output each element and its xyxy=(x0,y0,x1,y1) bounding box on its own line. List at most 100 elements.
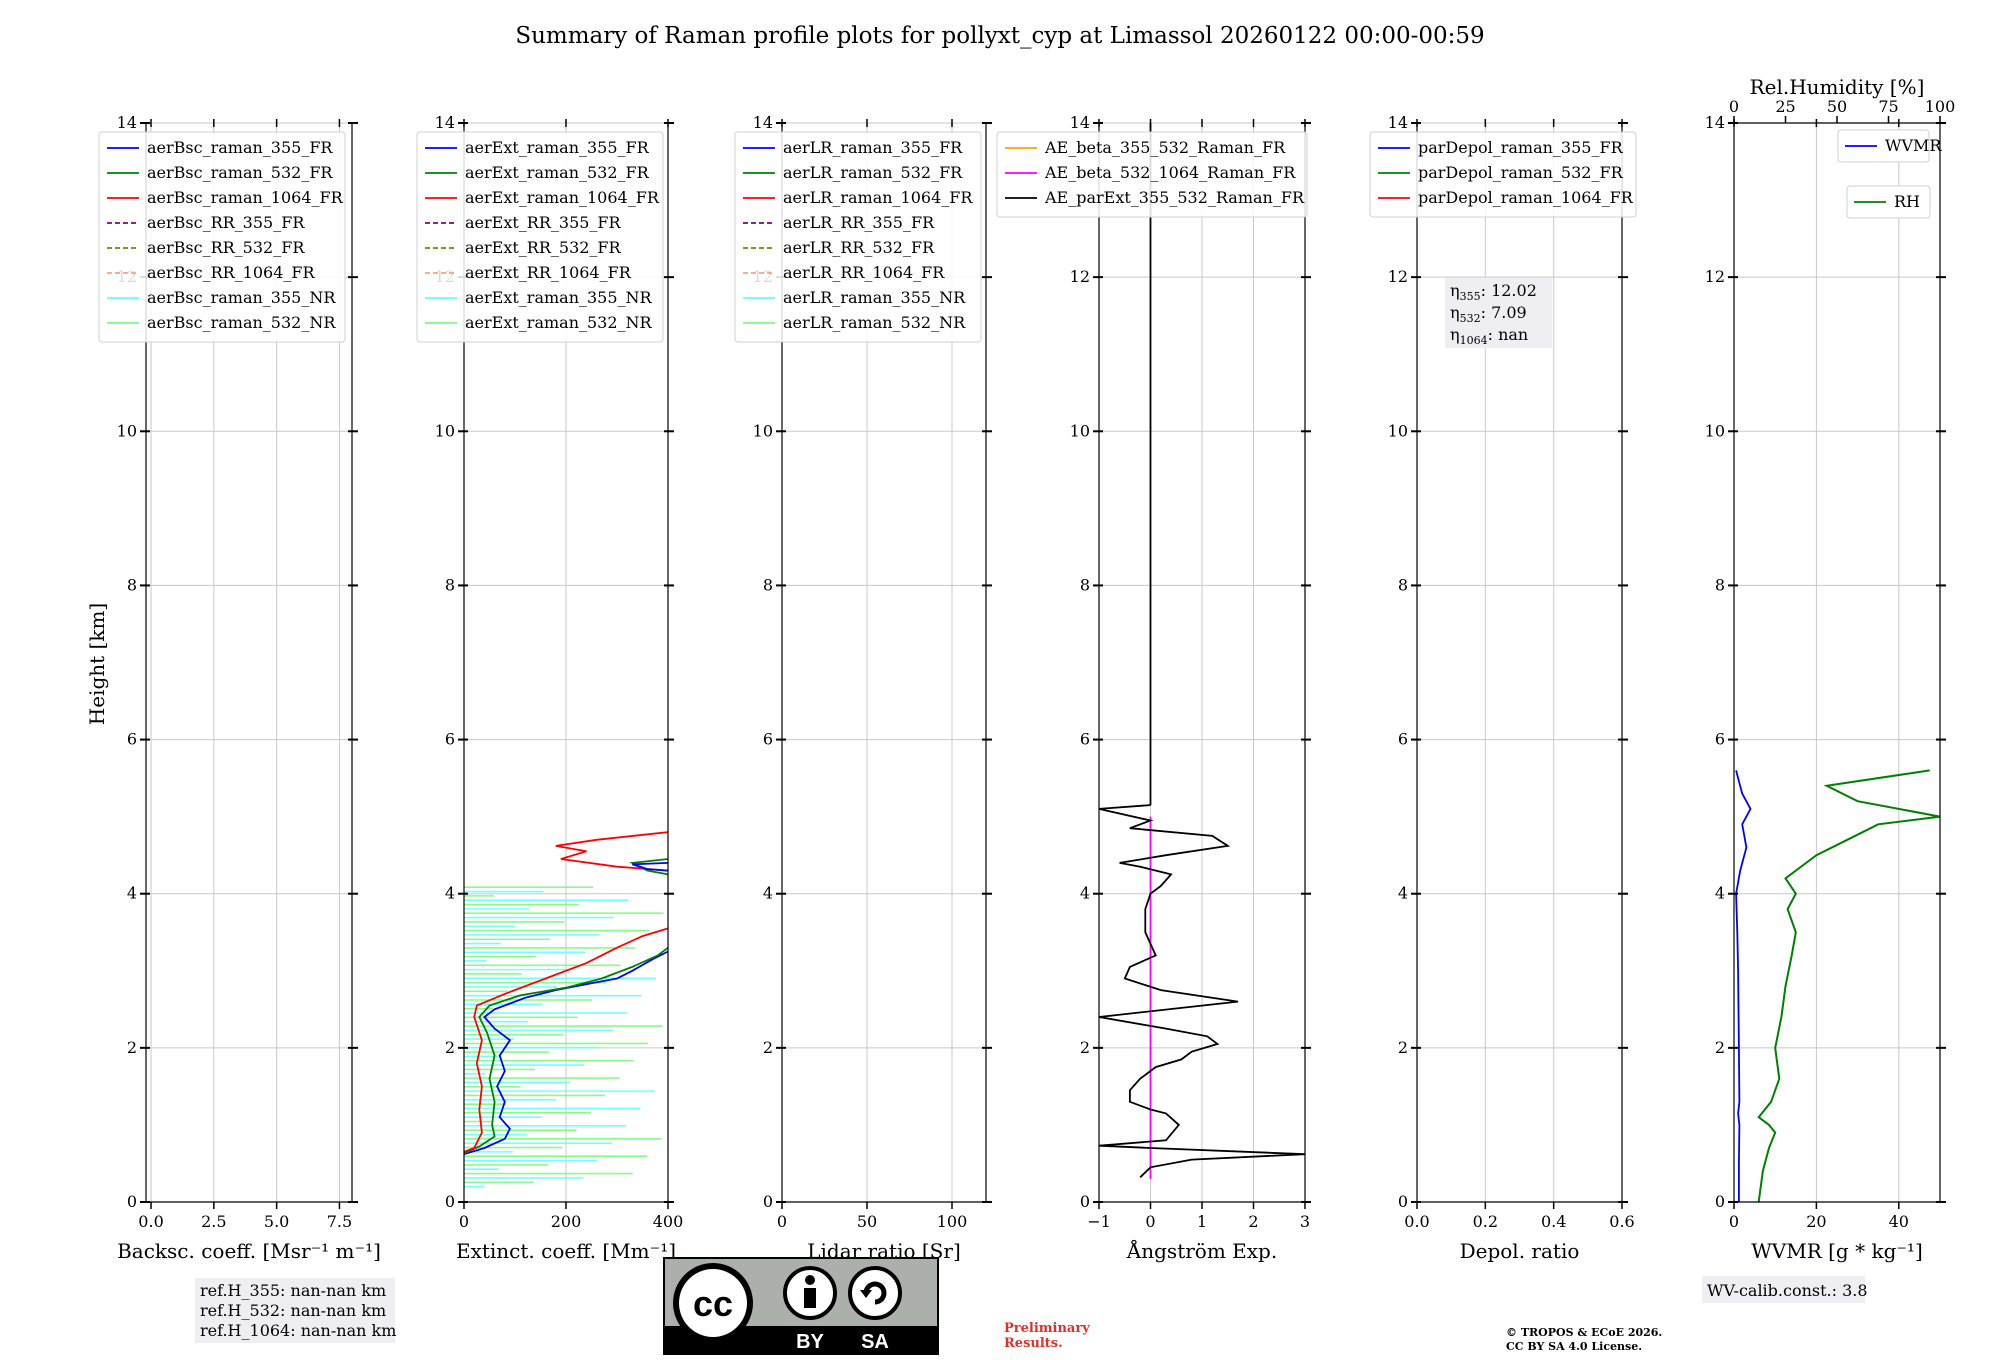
legend-label: aerBsc_raman_532_NR xyxy=(147,313,336,332)
y-tick-label: 0 xyxy=(1398,1192,1408,1211)
y-tick-label: 8 xyxy=(1398,575,1408,594)
y-tick-label: 2 xyxy=(1398,1038,1408,1057)
y-tick-label: 4 xyxy=(127,884,137,903)
x-tick-label: 0.2 xyxy=(1473,1212,1498,1231)
x-axis-label: Extinct. coeff. [Mm⁻¹] xyxy=(456,1239,676,1263)
x-tick-label: 50 xyxy=(857,1212,877,1231)
legend-label: parDepol_raman_1064_FR xyxy=(1418,188,1634,207)
legend-label: aerBsc_RR_355_FR xyxy=(147,213,305,232)
x-tick-label: 0 xyxy=(1729,1212,1739,1231)
x-tick-label: 5.0 xyxy=(264,1212,289,1231)
legend-label: aerBsc_raman_1064_FR xyxy=(147,188,344,207)
y-tick-label: 14 xyxy=(1388,113,1408,132)
x-tick-label: 1 xyxy=(1197,1212,1207,1231)
copyright-line2: CC BY SA 4.0 License. xyxy=(1506,1340,1642,1353)
y-tick-label: 2 xyxy=(1715,1038,1725,1057)
legend-label: aerLR_RR_355_FR xyxy=(783,213,935,232)
x-axis-label: Depol. ratio xyxy=(1460,1239,1580,1263)
series-aerExt_raman_355_FR xyxy=(463,950,669,1156)
y-tick-label: 0 xyxy=(1715,1192,1725,1211)
legend-label: aerBsc_raman_532_FR xyxy=(147,163,333,182)
x-tick-label: 20 xyxy=(1806,1212,1826,1231)
top-tick-label: 100 xyxy=(1925,97,1956,116)
y-tick-label: 8 xyxy=(1080,575,1090,594)
legend-wv: WVMR RH xyxy=(1837,129,1942,219)
y-tick-label: 6 xyxy=(445,730,455,749)
y-tick-label: 8 xyxy=(127,575,137,594)
wv-calib-box: WV-calib.const.: 3.8 xyxy=(1702,1276,1868,1303)
y-tick-label: 4 xyxy=(1398,884,1408,903)
legend-depol: parDepol_raman_355_FR parDepol_raman_532_… xyxy=(1369,131,1637,218)
y-tick-label: 14 xyxy=(1705,113,1725,132)
legend-frame xyxy=(996,131,1308,218)
y-tick-label: 2 xyxy=(1080,1038,1090,1057)
preliminary-line1: Preliminary xyxy=(1004,1321,1090,1336)
y-tick-label: 12 xyxy=(1070,267,1090,286)
legend-label: aerLR_raman_355_FR xyxy=(783,138,963,157)
y-tick-label: 4 xyxy=(763,884,773,903)
x-tick-label: 400 xyxy=(653,1212,684,1231)
refh-1064: ref.H_1064: nan-nan km xyxy=(200,1321,396,1340)
y-tick-label: 6 xyxy=(127,730,137,749)
legend-label: aerExt_raman_355_NR xyxy=(465,288,653,307)
y-tick-label: 2 xyxy=(127,1038,137,1057)
eta-355: η355: 12.02 xyxy=(1450,281,1537,303)
panel-depol: 0 2 4 6 8 10 12 14 0.0 0.2 0.4 0.6 Depol. ratio parDe… xyxy=(1369,113,1637,1263)
legend-ae: AE_beta_355_532_Raman_FR AE_beta_532_1064… xyxy=(996,131,1308,218)
top-tick-label: 25 xyxy=(1775,97,1795,116)
top-tick-label: 75 xyxy=(1878,97,1898,116)
refh-box: ref.H_355: nan-nan km ref.H_532: nan-nan… xyxy=(195,1278,396,1343)
x-tick-label: 2 xyxy=(1248,1212,1258,1231)
legend-frame xyxy=(1837,129,1930,163)
y-tick-label: 0 xyxy=(445,1192,455,1211)
y-tick-label: 10 xyxy=(1388,421,1408,440)
y-tick-label: 10 xyxy=(753,421,773,440)
y-tick-label: 6 xyxy=(1715,730,1725,749)
x-tick-label: 0.0 xyxy=(138,1212,163,1231)
wv-calib-text: WV-calib.const.: 3.8 xyxy=(1707,1281,1868,1300)
y-tick-label: 14 xyxy=(753,113,773,132)
x-axis-label: Ångström Exp. xyxy=(1126,1238,1277,1263)
legend-label: aerExt_raman_355_FR xyxy=(465,138,650,157)
legend-label: aerLR_RR_1064_FR xyxy=(783,263,945,282)
y-tick-label: 6 xyxy=(1080,730,1090,749)
x-axis-label: WVMR [g * kg⁻¹] xyxy=(1751,1239,1923,1263)
y-tick-label: 8 xyxy=(445,575,455,594)
y-tick-label: 14 xyxy=(117,113,137,132)
legend-frame xyxy=(98,131,346,343)
nr-noise-strands xyxy=(464,886,664,1188)
legend-frame xyxy=(416,131,664,343)
panel-lr: 02468101214050100Lidar ratio [Sr]aerLR_r… xyxy=(734,113,992,1263)
y-tick-label: 0 xyxy=(127,1192,137,1211)
y-tick-label: 8 xyxy=(763,575,773,594)
legend-label: aerExt_RR_355_FR xyxy=(465,213,622,232)
y-tick-label: 4 xyxy=(1080,884,1090,903)
legend-bsc: aerBsc_raman_355_FR aerBsc_raman_532_FRae… xyxy=(98,131,346,343)
y-tick-label: 8 xyxy=(1715,575,1725,594)
top-axis-label: Rel.Humidity [%] xyxy=(1750,75,1925,99)
y-tick-label: 6 xyxy=(1398,730,1408,749)
by-label: BY xyxy=(796,1331,824,1353)
legend-label: aerLR_raman_532_NR xyxy=(783,313,966,332)
y-tick-label: 14 xyxy=(435,113,455,132)
x-tick-label: 0 xyxy=(459,1212,469,1231)
eta-1064: η1064: nan xyxy=(1450,325,1528,347)
legend-ext: aerExt_raman_355_FR aerExt_raman_532_FRae… xyxy=(416,131,664,343)
legend-label: aerBsc_raman_355_FR xyxy=(147,138,333,157)
legend-label: aerExt_raman_1064_FR xyxy=(465,188,660,207)
y-tick-label: 10 xyxy=(1705,421,1725,440)
x-tick-label: 7.5 xyxy=(327,1212,352,1231)
x-tick-label: 200 xyxy=(551,1212,582,1231)
x-tick-label: −1 xyxy=(1087,1212,1111,1231)
x-tick-label: 0.0 xyxy=(1404,1212,1429,1231)
refh-532: ref.H_532: nan-nan km xyxy=(200,1301,386,1320)
figure-title: Summary of Raman profile plots for polly… xyxy=(515,23,1484,49)
legend-label: aerLR_raman_532_FR xyxy=(783,163,963,182)
sa-label: SA xyxy=(861,1331,889,1353)
top-tick-label: 0 xyxy=(1729,97,1739,116)
y-tick-label: 4 xyxy=(445,884,455,903)
legend-label: AE_parExt_355_532_Raman_FR xyxy=(1044,188,1305,207)
